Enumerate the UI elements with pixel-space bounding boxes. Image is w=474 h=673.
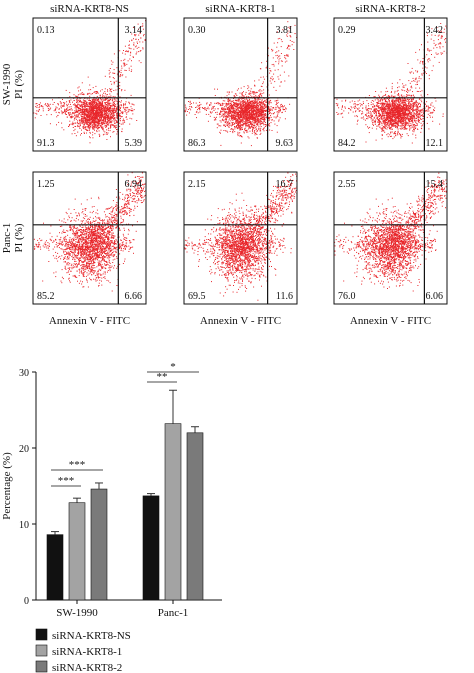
y-tick-label: 0 [24, 596, 29, 607]
x-axis-label-0: Annexin V - FITC [49, 315, 130, 327]
quadrant-label-ul: 2.15 [188, 179, 206, 190]
bar-sw-1990-0 [46, 534, 64, 601]
quadrant-label-lr: 6.06 [426, 291, 444, 302]
quadrant-label-lr: 12.1 [426, 138, 444, 149]
quadrant-label-ll: 85.2 [37, 291, 55, 302]
row-label-cell-line-0: SW-1990 [1, 63, 13, 105]
scatter-points [334, 23, 447, 144]
x-axis-label-1: Annexin V - FITC [200, 315, 281, 327]
legend-swatch-2 [35, 660, 48, 673]
row-label-cell-line-1: Panc-1 [1, 223, 13, 254]
quadrant-label-ll: 69.5 [188, 291, 206, 302]
panel-frame [333, 171, 448, 305]
bar-sw-1990-1 [68, 502, 86, 601]
y-tick-label: 10 [19, 520, 29, 531]
quadrant-label-ur: 3.81 [276, 25, 294, 36]
flow-panel-r0-c2: 0.29 3.42 84.2 12.1 [333, 17, 448, 152]
scatter-points [334, 172, 447, 304]
panel-frame [32, 171, 147, 305]
quadrant-label-ur: 6.94 [125, 179, 143, 190]
quadrant-label-ll: 86.3 [188, 138, 206, 149]
column-title-2: siRNA-KRT8-2 [355, 3, 425, 15]
y-axis-label: Percentage (%) [1, 452, 13, 520]
scatter-points [184, 21, 297, 147]
legend-swatch-1 [35, 644, 48, 657]
x-axis-label-2: Annexin V - FITC [350, 315, 431, 327]
flow-panel-r0-c1: 0.30 3.81 86.3 9.63 [183, 17, 298, 152]
y-tick-label: 30 [19, 368, 29, 379]
scatter-points [33, 20, 146, 144]
flow-cytometry-panels: 0.13 3.14 91.3 5.39 0.30 3.81 86.3 9.63 0.29 3.42… [32, 17, 448, 305]
significance-label: *** [69, 459, 86, 471]
bar-panc-1-2 [186, 432, 204, 601]
legend: siRNA-KRT8-NS siRNA-KRT8-1 siRNA-KRT8-2 [35, 628, 131, 673]
significance-label: * [170, 361, 176, 373]
flow-panel-r1-c1: 2.15 16.7 69.5 11.6 [183, 171, 298, 305]
panel-frame [183, 17, 298, 152]
bar-sw-1990-2 [90, 488, 108, 601]
quadrant-label-ur: 3.14 [125, 25, 143, 36]
x-tick-label: SW-1990 [56, 607, 98, 619]
bar-panc-1-0 [142, 495, 160, 601]
scatter-points [33, 172, 146, 304]
quadrant-label-ul: 1.25 [37, 179, 55, 190]
row-label-axis-0: PI (%) [13, 70, 25, 99]
quadrant-label-lr: 6.66 [125, 291, 143, 302]
quadrant-label-ul: 2.55 [338, 179, 356, 190]
quadrant-label-lr: 5.39 [125, 138, 143, 149]
legend-label-0: siRNA-KRT8-NS [52, 630, 131, 642]
flow-panel-r1-c2: 2.55 15.4 76.0 6.06 [333, 171, 448, 305]
bar-panc-1-1 [164, 423, 182, 601]
quadrant-label-lr: 11.6 [276, 291, 293, 302]
y-tick-label: 20 [19, 444, 29, 455]
flow-panel-r0-c0: 0.13 3.14 91.3 5.39 [32, 17, 147, 152]
significance-label: ** [157, 371, 168, 383]
quadrant-label-lr: 9.63 [276, 138, 294, 149]
flow-panel-r1-c0: 1.25 6.94 85.2 6.66 [32, 171, 147, 305]
panel-frame [32, 17, 147, 152]
column-title-0: siRNA-KRT8-NS [50, 3, 129, 15]
quadrant-label-ll: 91.3 [37, 138, 55, 149]
quadrant-label-ul: 0.29 [338, 25, 356, 36]
row-label-axis-1: PI (%) [13, 223, 25, 252]
legend-swatch-0 [35, 628, 48, 641]
flow-cytometry-labels: siRNA-KRT8-NS siRNA-KRT8-1 siRNA-KRT8-2 SW-… [1, 3, 431, 327]
quadrant-label-ur: 3.42 [426, 25, 444, 36]
significance-label: *** [58, 475, 75, 487]
legend-label-1: siRNA-KRT8-1 [52, 646, 122, 658]
quadrant-label-ll: 84.2 [338, 138, 356, 149]
panel-frame [183, 171, 298, 305]
quadrant-label-ul: 0.30 [188, 25, 206, 36]
quadrant-label-ur: 15.4 [426, 179, 444, 190]
panel-frame [333, 17, 448, 152]
quadrant-label-ul: 0.13 [37, 25, 55, 36]
scatter-points [184, 172, 297, 301]
legend-label-2: siRNA-KRT8-2 [52, 662, 122, 673]
quadrant-label-ur: 16.7 [276, 179, 294, 190]
quadrant-label-ll: 76.0 [338, 291, 356, 302]
column-title-1: siRNA-KRT8-1 [205, 3, 275, 15]
x-tick-label: Panc-1 [158, 607, 189, 619]
